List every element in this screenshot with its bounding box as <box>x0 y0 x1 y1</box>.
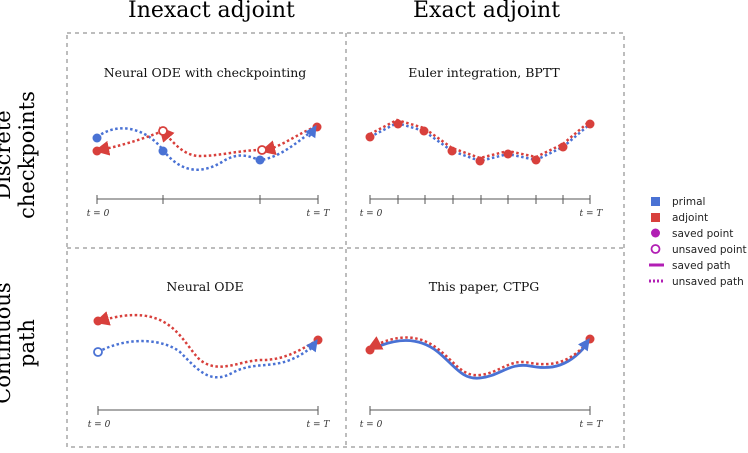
adjoint-segment-middle <box>159 126 263 158</box>
outer-frame <box>66 32 625 448</box>
saved-adjoint-point <box>93 316 103 326</box>
saved-point <box>585 119 595 129</box>
primal-path <box>369 121 591 163</box>
adjoint-path <box>94 311 319 368</box>
primal-path <box>96 127 317 171</box>
saved-point <box>475 156 485 166</box>
adjoint-path <box>366 336 591 377</box>
saved-point <box>393 119 403 129</box>
legend-label-unsaved-path: unsaved path <box>672 276 744 288</box>
axis-label-end: t = T <box>580 420 604 430</box>
axis-label-end: t = T <box>580 209 604 219</box>
legend-label-saved-path: saved path <box>672 260 730 272</box>
panel-title-bptt: Euler integration, BPTT <box>408 65 560 80</box>
adjoint-segment-left <box>94 129 164 156</box>
adjoint-path <box>369 118 591 160</box>
primal-arrowhead <box>305 124 317 139</box>
primal-arrowhead <box>577 338 590 352</box>
axis-label-start: t = 0 <box>88 420 111 430</box>
axis-label-start: t = 0 <box>360 209 383 219</box>
axis-label-end: t = T <box>307 420 331 430</box>
saved-point <box>447 146 457 156</box>
column-header-inexact: Inexact adjoint <box>128 0 295 23</box>
filled-circle-icon <box>651 228 660 238</box>
panel-frame <box>66 32 625 448</box>
saved-point <box>558 142 568 152</box>
panel-title-ctpg: This paper, CTPG <box>429 279 539 294</box>
panel-bptt: t = 0 t = T <box>360 118 604 219</box>
panel-ctpg: t = 0 t = T <box>360 334 604 430</box>
saved-primal-point <box>92 133 102 143</box>
legend-label-adjoint: adjoint <box>672 212 708 224</box>
panel-checkpointing: t = 0 t = T <box>87 122 331 219</box>
saved-point <box>365 132 375 142</box>
saved-adjoint-point <box>92 146 102 156</box>
saved-point <box>503 149 513 159</box>
panel-title-neural-ode: Neural ODE <box>166 279 243 294</box>
saved-primal-point <box>158 146 168 156</box>
primal-arrowhead <box>305 339 318 353</box>
saved-point <box>531 155 541 165</box>
panel-title-checkpointing: Neural ODE with checkpointing <box>104 65 307 80</box>
unsaved-adjoint-point <box>257 145 267 155</box>
axis-label-start: t = 0 <box>87 209 110 219</box>
axis-ticks <box>369 195 591 204</box>
unsaved-primal-point <box>93 347 103 357</box>
saved-adjoint-point <box>365 345 375 355</box>
square-icon <box>651 197 660 206</box>
hollow-circle-icon <box>650 244 661 254</box>
adjoint-segment-right <box>260 125 317 155</box>
primal-path <box>97 339 319 379</box>
panel-neural-ode: t = 0 t = T <box>88 311 331 430</box>
saved-points <box>365 119 595 166</box>
column-header-exact: Exact adjoint <box>413 0 561 23</box>
axis-label-start: t = 0 <box>360 420 383 430</box>
saved-primal-point <box>255 155 265 165</box>
primal-path <box>369 339 592 380</box>
saved-point <box>419 126 429 136</box>
unsaved-adjoint-point <box>158 126 168 136</box>
legend: primal adjoint saved point unsaved point… <box>649 196 747 288</box>
axis-label-end: t = T <box>307 209 331 219</box>
square-icon <box>651 213 660 222</box>
legend-label-unsaved-point: unsaved point <box>672 244 747 256</box>
legend-label-saved-point: saved point <box>672 228 733 240</box>
legend-label-primal: primal <box>672 196 705 208</box>
